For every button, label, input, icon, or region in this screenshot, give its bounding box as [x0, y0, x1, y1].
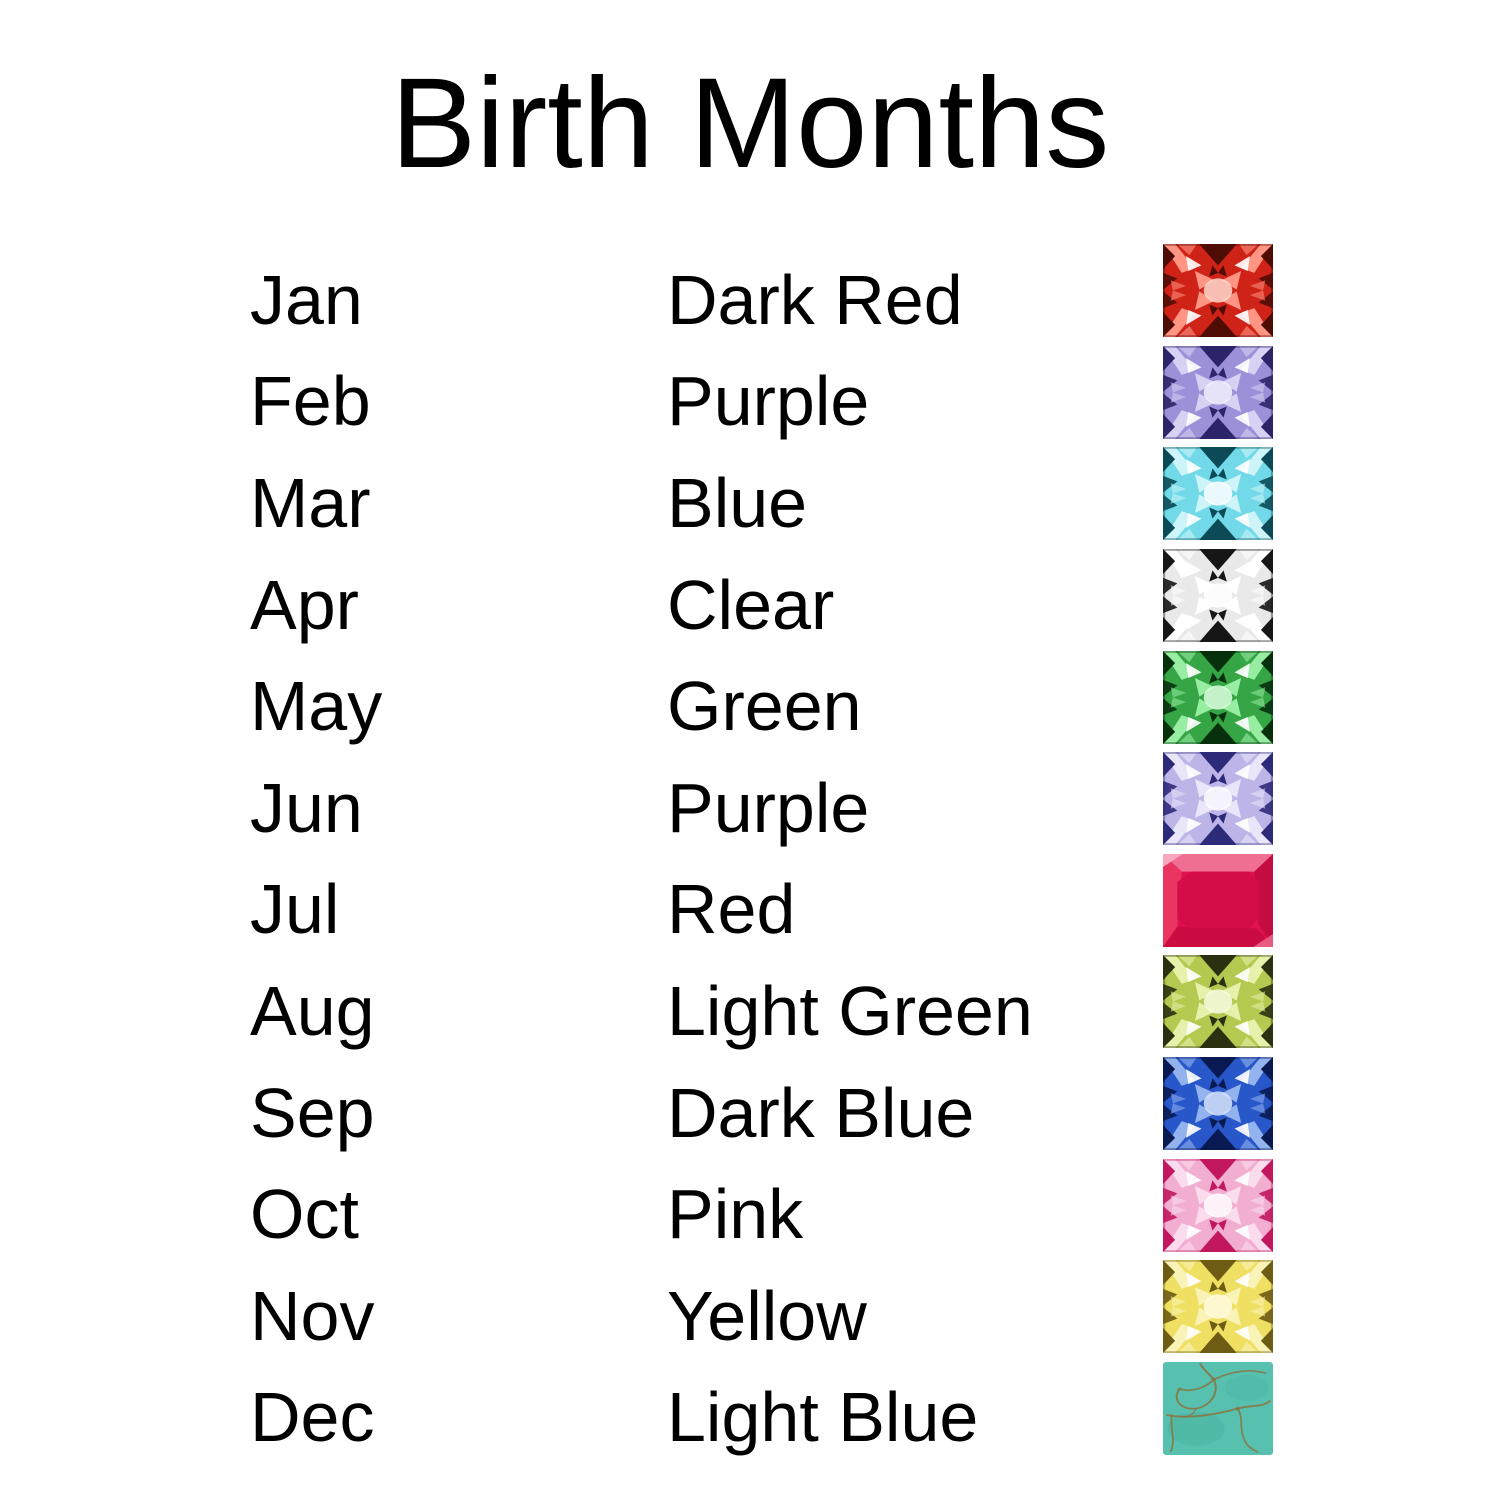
gem-swatch-icon-may — [1163, 650, 1273, 744]
month-label: Apr — [250, 565, 359, 644]
gem-swatch-icon-jun — [1163, 752, 1273, 846]
month-label: Feb — [250, 362, 371, 441]
color-name-label: Purple — [667, 768, 870, 847]
month-label: Jan — [250, 260, 363, 339]
color-name-label: Green — [667, 667, 862, 746]
birthstone-row: Dec Light Blue — [0, 1358, 1273, 1460]
month-label: Oct — [250, 1175, 359, 1254]
gem-swatch-icon-jul — [1163, 853, 1273, 947]
birthstone-row: Oct Pink — [0, 1154, 1273, 1256]
birthstone-row: Apr Clear — [0, 545, 1273, 647]
color-name-label: Red — [667, 870, 796, 949]
birthstone-row: Jun Purple — [0, 748, 1273, 850]
birthstone-row: May Green — [0, 646, 1273, 748]
color-name-label: Yellow — [667, 1276, 867, 1355]
color-name-label: Light Blue — [667, 1378, 979, 1457]
month-label: Dec — [250, 1378, 375, 1457]
color-name-label: Purple — [667, 362, 870, 441]
month-label: Nov — [250, 1276, 375, 1355]
gem-swatch-icon-oct — [1163, 1158, 1273, 1252]
birthstone-row: Nov Yellow — [0, 1256, 1273, 1358]
month-label: Aug — [250, 971, 375, 1050]
gem-swatch-icon-jan — [1163, 244, 1273, 338]
gem-swatch-icon-aug — [1163, 955, 1273, 1049]
birthstone-row: Feb Purple — [0, 342, 1273, 444]
color-name-label: Blue — [667, 463, 808, 542]
month-label: Jul — [250, 870, 340, 949]
gem-swatch-icon-apr — [1163, 549, 1273, 643]
color-name-label: Dark Red — [667, 260, 963, 339]
page-title: Birth Months — [390, 52, 1110, 195]
month-label: Mar — [250, 463, 371, 542]
month-label: Jun — [250, 768, 363, 847]
birthstone-row: Sep Dark Blue — [0, 1053, 1273, 1155]
color-name-label: Pink — [667, 1175, 804, 1254]
month-label: Sep — [250, 1073, 375, 1152]
birthstone-row: Aug Light Green — [0, 951, 1273, 1053]
gem-swatch-icon-feb — [1163, 345, 1273, 439]
birthstone-row: Mar Blue — [0, 443, 1273, 545]
gem-swatch-icon-mar — [1163, 447, 1273, 541]
gem-swatch-icon-dec — [1163, 1361, 1273, 1455]
gem-swatch-icon-sep — [1163, 1057, 1273, 1151]
birthstone-row: Jan Dark Red — [0, 240, 1273, 342]
birthstone-row: Jul Red — [0, 850, 1273, 952]
gem-swatch-icon-nov — [1163, 1260, 1273, 1354]
color-name-label: Clear — [667, 565, 835, 644]
color-name-label: Dark Blue — [667, 1073, 975, 1152]
color-name-label: Light Green — [667, 971, 1033, 1050]
birthstone-list: Jan Dark Red Feb Purple Mar Blue Apr Cle… — [0, 240, 1273, 1459]
month-label: May — [250, 667, 383, 746]
